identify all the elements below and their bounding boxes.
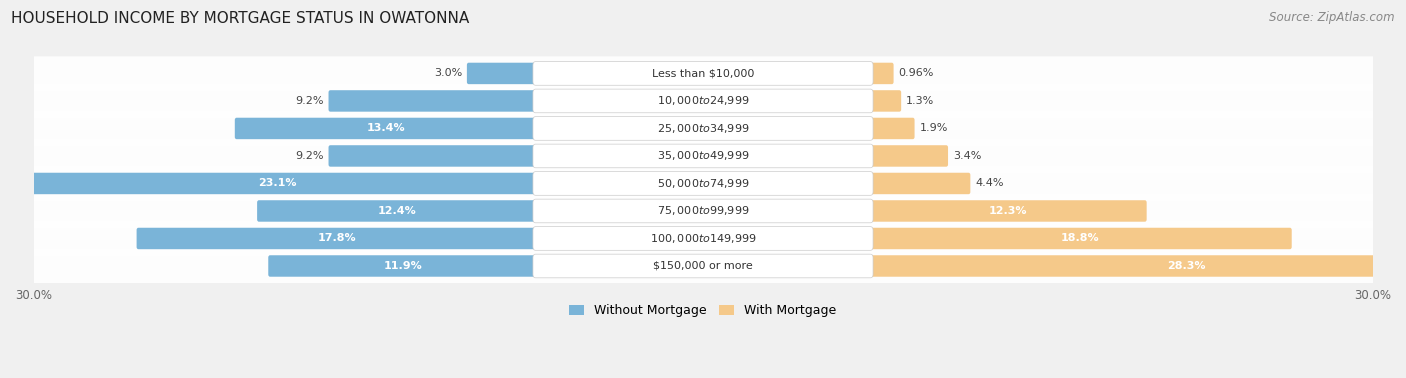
FancyBboxPatch shape	[136, 228, 537, 249]
FancyBboxPatch shape	[329, 145, 537, 167]
FancyBboxPatch shape	[30, 166, 1376, 200]
FancyBboxPatch shape	[869, 90, 901, 112]
FancyBboxPatch shape	[533, 62, 873, 85]
Text: 0.96%: 0.96%	[898, 68, 934, 78]
FancyBboxPatch shape	[30, 249, 1376, 283]
Text: HOUSEHOLD INCOME BY MORTGAGE STATUS IN OWATONNA: HOUSEHOLD INCOME BY MORTGAGE STATUS IN O…	[11, 11, 470, 26]
Text: 28.3%: 28.3%	[1167, 261, 1205, 271]
Text: $150,000 or more: $150,000 or more	[654, 261, 752, 271]
Text: 9.2%: 9.2%	[295, 96, 323, 106]
Text: 3.4%: 3.4%	[953, 151, 981, 161]
Text: 1.3%: 1.3%	[905, 96, 935, 106]
Text: 17.8%: 17.8%	[318, 234, 356, 243]
Text: Source: ZipAtlas.com: Source: ZipAtlas.com	[1270, 11, 1395, 24]
FancyBboxPatch shape	[467, 63, 537, 84]
FancyBboxPatch shape	[533, 144, 873, 168]
FancyBboxPatch shape	[533, 89, 873, 113]
Text: $25,000 to $34,999: $25,000 to $34,999	[657, 122, 749, 135]
FancyBboxPatch shape	[533, 172, 873, 195]
FancyBboxPatch shape	[533, 199, 873, 223]
Text: $10,000 to $24,999: $10,000 to $24,999	[657, 94, 749, 107]
Text: 18.8%: 18.8%	[1062, 234, 1099, 243]
FancyBboxPatch shape	[257, 200, 537, 222]
Text: $35,000 to $49,999: $35,000 to $49,999	[657, 149, 749, 163]
FancyBboxPatch shape	[30, 139, 1376, 173]
FancyBboxPatch shape	[869, 63, 894, 84]
Legend: Without Mortgage, With Mortgage: Without Mortgage, With Mortgage	[564, 299, 842, 322]
FancyBboxPatch shape	[533, 117, 873, 140]
FancyBboxPatch shape	[869, 145, 948, 167]
Text: $50,000 to $74,999: $50,000 to $74,999	[657, 177, 749, 190]
FancyBboxPatch shape	[235, 118, 537, 139]
FancyBboxPatch shape	[329, 90, 537, 112]
FancyBboxPatch shape	[869, 228, 1292, 249]
FancyBboxPatch shape	[30, 56, 1376, 90]
FancyBboxPatch shape	[30, 84, 1376, 118]
FancyBboxPatch shape	[533, 227, 873, 250]
Text: 23.1%: 23.1%	[259, 178, 297, 189]
FancyBboxPatch shape	[18, 173, 537, 194]
Text: 3.0%: 3.0%	[433, 68, 463, 78]
Text: $75,000 to $99,999: $75,000 to $99,999	[657, 204, 749, 217]
Text: Less than $10,000: Less than $10,000	[652, 68, 754, 78]
Text: 4.4%: 4.4%	[976, 178, 1004, 189]
FancyBboxPatch shape	[30, 194, 1376, 228]
FancyBboxPatch shape	[869, 200, 1147, 222]
Text: 13.4%: 13.4%	[367, 124, 405, 133]
FancyBboxPatch shape	[269, 255, 537, 277]
FancyBboxPatch shape	[869, 173, 970, 194]
FancyBboxPatch shape	[869, 255, 1406, 277]
FancyBboxPatch shape	[533, 254, 873, 278]
Text: 1.9%: 1.9%	[920, 124, 948, 133]
Text: 12.4%: 12.4%	[378, 206, 416, 216]
Text: 11.9%: 11.9%	[384, 261, 422, 271]
FancyBboxPatch shape	[869, 118, 914, 139]
Text: $100,000 to $149,999: $100,000 to $149,999	[650, 232, 756, 245]
Text: 12.3%: 12.3%	[988, 206, 1026, 216]
FancyBboxPatch shape	[30, 112, 1376, 146]
FancyBboxPatch shape	[30, 222, 1376, 256]
Text: 9.2%: 9.2%	[295, 151, 323, 161]
